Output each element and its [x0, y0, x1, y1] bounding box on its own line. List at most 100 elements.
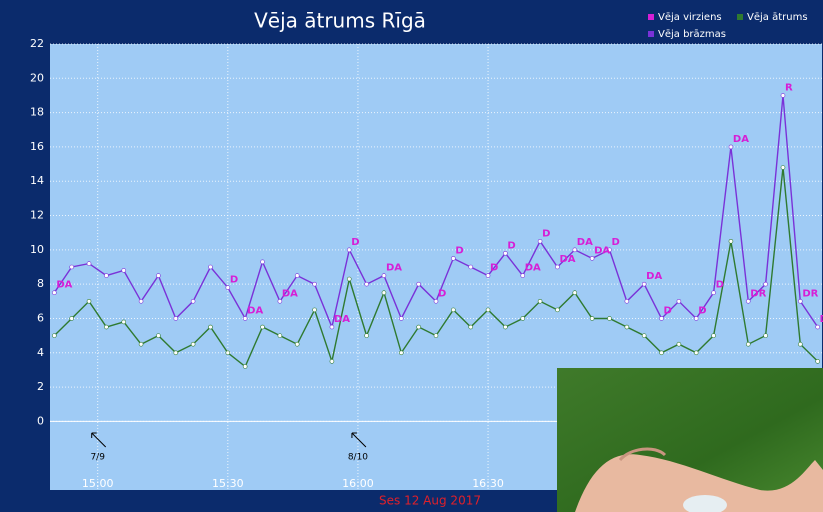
- direction-label: D: [542, 228, 550, 239]
- point: [86, 261, 92, 266]
- point: [468, 264, 473, 270]
- point: [728, 144, 734, 150]
- legend-swatch: [737, 14, 743, 20]
- point: [312, 307, 317, 313]
- point: [485, 273, 491, 278]
- direction-label: DA: [247, 305, 263, 316]
- point: [537, 238, 543, 244]
- point: [104, 324, 109, 330]
- direction-label: D: [351, 237, 359, 248]
- point: [572, 290, 578, 296]
- point: [381, 290, 387, 296]
- point: [624, 299, 630, 304]
- point: [399, 316, 404, 321]
- y-tick-label: 10: [30, 243, 44, 256]
- point: [711, 333, 716, 338]
- point: [364, 281, 369, 287]
- y-tick-label: 20: [30, 71, 44, 84]
- point: [156, 333, 161, 338]
- y-tick-label: 22: [30, 37, 44, 50]
- direction-label: D: [698, 305, 706, 316]
- point: [86, 299, 92, 304]
- point: [641, 281, 647, 287]
- point: [190, 341, 196, 347]
- point: [277, 333, 283, 338]
- point: [138, 299, 144, 304]
- point: [433, 299, 439, 304]
- direction-label: DA: [334, 314, 350, 325]
- point: [676, 341, 682, 347]
- direction-label: D: [455, 245, 463, 256]
- direction-label: D: [611, 237, 619, 248]
- point: [624, 324, 630, 330]
- direction-label: DA: [577, 237, 593, 248]
- point: [312, 281, 317, 287]
- direction-label: DA: [386, 263, 402, 274]
- point: [659, 350, 664, 356]
- x-tick-label: 16:00: [342, 477, 374, 490]
- direction-label: R: [785, 82, 793, 93]
- direction-label: DA: [594, 245, 610, 256]
- point: [104, 273, 109, 278]
- y-tick-label: 14: [30, 174, 44, 187]
- point: [503, 324, 508, 330]
- point: [451, 256, 456, 261]
- annotation: 8/10: [348, 453, 368, 463]
- point: [346, 247, 352, 253]
- direction-label: DA: [646, 271, 662, 282]
- photo: [557, 368, 823, 512]
- direction-label: D: [490, 263, 498, 274]
- point: [242, 364, 248, 369]
- point: [485, 307, 491, 313]
- point: [190, 299, 196, 304]
- y-tick-label: 4: [37, 346, 44, 359]
- point: [815, 359, 820, 364]
- chart-title: Vēja ātrums Rīgā: [254, 9, 426, 33]
- point: [381, 273, 387, 278]
- point: [468, 324, 473, 330]
- point: [329, 359, 335, 364]
- legend: Vēja virziens Vēja ātrums Vēja brāzmas: [648, 12, 808, 40]
- point: [364, 333, 369, 338]
- direction-label: DR: [802, 288, 818, 299]
- point: [69, 316, 74, 321]
- point: [572, 247, 578, 253]
- point: [277, 299, 283, 304]
- point: [294, 273, 300, 278]
- point: [156, 273, 161, 278]
- point: [260, 324, 265, 330]
- point: [555, 264, 560, 270]
- legend-label: Vēja brāzmas: [658, 29, 726, 40]
- y-tick-label: 16: [30, 140, 44, 153]
- point: [173, 350, 179, 356]
- point: [451, 307, 456, 313]
- point: [555, 307, 560, 313]
- direction-label: DA: [56, 280, 72, 291]
- point: [589, 316, 595, 321]
- point: [121, 319, 127, 325]
- point: [208, 264, 213, 270]
- hailstone: [683, 495, 727, 512]
- point: [693, 350, 699, 356]
- point: [780, 93, 786, 98]
- point: [173, 316, 179, 321]
- point: [728, 238, 734, 244]
- legend-label: Vēja virziens: [658, 12, 722, 23]
- hand: [575, 454, 823, 512]
- x-tick-label: 16:30: [472, 477, 504, 490]
- direction-label: DR: [820, 314, 823, 325]
- point: [763, 281, 768, 287]
- point: [225, 350, 231, 356]
- point: [798, 299, 803, 304]
- point: [607, 247, 612, 253]
- legend-label: Vēja ātrums: [747, 12, 808, 23]
- point: [641, 333, 647, 338]
- direction-label: DR: [750, 288, 766, 299]
- x-axis-label: Ses 12 Aug 2017: [379, 494, 481, 508]
- direction-label: DA: [282, 288, 298, 299]
- point: [503, 250, 508, 256]
- y-tick-label: 6: [37, 311, 44, 324]
- point: [225, 285, 231, 290]
- x-tick-label: 15:30: [212, 477, 244, 490]
